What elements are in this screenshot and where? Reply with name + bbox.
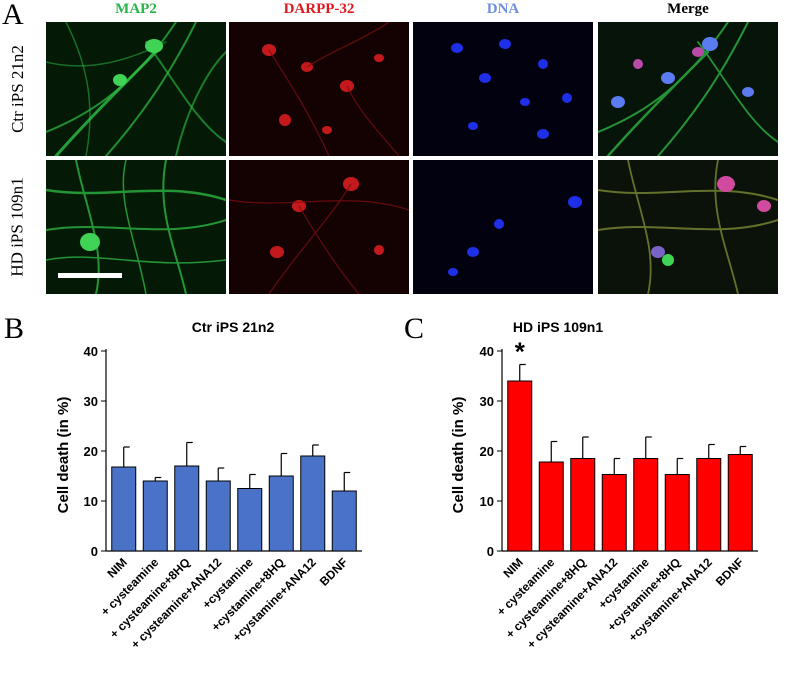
y-tick-label: 20: [480, 444, 494, 459]
micrograph-merge-hd: [598, 160, 778, 294]
x-tick-label: NIM: [500, 555, 525, 580]
y-tick-label: 20: [84, 444, 98, 459]
x-tick-label: NIM: [104, 555, 129, 580]
channel-title-dna: DNA: [486, 1, 520, 17]
y-tick-label: 40: [480, 344, 494, 359]
bar: [331, 490, 357, 552]
bar: [111, 466, 137, 552]
row-label-ctr: Ctr iPS 21n2: [0, 22, 36, 156]
bar: [300, 455, 326, 552]
y-tick-label: 30: [480, 394, 494, 409]
bar: [174, 465, 200, 552]
y-tick-label: 0: [487, 544, 494, 559]
chart-title: Ctr iPS 21n2: [192, 319, 275, 335]
bar: [237, 488, 263, 552]
bar: [696, 458, 722, 552]
significance-marker: *: [515, 337, 526, 367]
channel-title-darpp32: DARPP-32: [283, 1, 355, 17]
micrograph-map2-ctr: [46, 22, 226, 156]
row-label-ctr-text: Ctr iPS 21n2: [8, 45, 28, 133]
bar: [633, 458, 659, 552]
y-tick-label: 10: [480, 494, 494, 509]
bar: [507, 380, 533, 552]
bar: [664, 474, 690, 552]
bar: [538, 461, 564, 552]
channel-title-merge: Merge: [667, 1, 709, 17]
chart-ctr-ips-21n2: Ctr iPS 21n2 Cell death (in %) 0 10 20 30 40…: [55, 319, 362, 651]
row-label-hd: HD iPS 109n1: [0, 160, 36, 294]
scale-bar: [58, 273, 122, 278]
row-label-hd-text: HD iPS 109n1: [8, 177, 27, 277]
micrograph-dna-ctr: [413, 22, 593, 156]
y-tick-label: 10: [84, 494, 98, 509]
bar: [205, 480, 231, 552]
chart-title: HD iPS 109n1: [513, 319, 603, 335]
bar: [727, 454, 753, 552]
micrograph-dna-hd: [413, 160, 593, 294]
panel-label-c: C: [404, 312, 425, 345]
chart-hd-ips-109n1: HD iPS 109n1 Cell death (in %) 0 10 20 30 40…: [450, 319, 758, 651]
bar: [570, 458, 596, 552]
panel-label-b: B: [4, 312, 25, 345]
micrograph-darpp32-hd: [229, 160, 409, 294]
bar: [142, 480, 168, 552]
micrograph-map2-hd: [46, 160, 226, 294]
y-axis-label: Cell death (in %): [450, 397, 467, 514]
x-tick-label: BDNF: [317, 555, 350, 588]
panel-label-a: A: [2, 0, 24, 31]
y-tick-label: 0: [91, 544, 98, 559]
x-tick-label: BDNF: [713, 555, 746, 588]
y-tick-label: 30: [84, 394, 98, 409]
channel-title-map2: MAP2: [115, 1, 157, 17]
micrograph-merge-ctr: [598, 22, 778, 156]
bar: [268, 475, 294, 552]
y-tick-label: 40: [84, 344, 98, 359]
y-axis-label: Cell death (in %): [55, 397, 72, 514]
bar: [601, 474, 627, 552]
micrograph-darpp32-ctr: [229, 22, 409, 156]
